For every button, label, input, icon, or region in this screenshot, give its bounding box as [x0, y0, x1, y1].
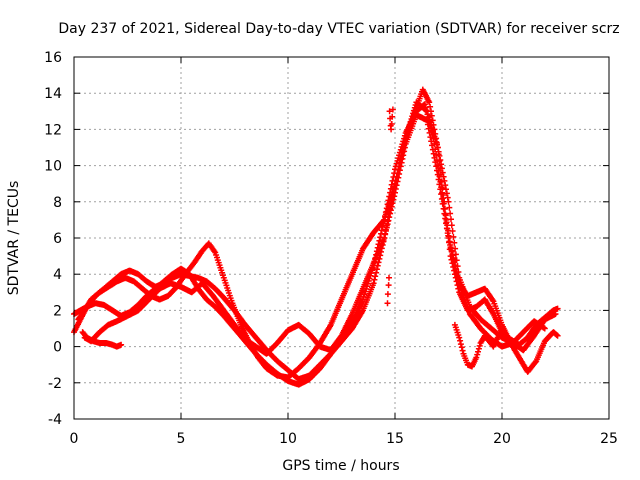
y-tick-label: 6 [53, 231, 62, 247]
series-track-f [384, 106, 396, 307]
series-track-g [451, 321, 510, 370]
x-tick-label: 10 [279, 431, 297, 447]
y-tick-label: 14 [44, 86, 62, 102]
grid [74, 57, 609, 419]
y-tick-label: 2 [53, 303, 62, 319]
series-track-e [79, 329, 125, 350]
y-tick-label: -2 [48, 376, 62, 392]
plot-frame [73, 56, 610, 420]
x-tick-label: 5 [177, 431, 186, 447]
y-tick-label: 0 [53, 340, 62, 356]
point-markers [451, 321, 510, 370]
x-tick-label: 20 [493, 431, 511, 447]
axis-ticks: 0 5 10 15 20 25 -4 -2 0 2 4 6 8 10 12 14 16 [44, 50, 618, 447]
data-points [71, 86, 561, 388]
x-axis-label: GPS time / hours [282, 458, 399, 474]
point-markers [79, 329, 125, 350]
x-tick-label: 0 [70, 431, 79, 447]
x-tick-label: 25 [600, 431, 618, 447]
point-markers [384, 106, 396, 307]
chart-title: Day 237 of 2021, Sidereal Day-to-day VTE… [58, 21, 619, 37]
y-tick-label: -4 [48, 412, 62, 428]
y-axis-label: SDTVAR / TECUs [6, 181, 22, 296]
y-tick-label: 4 [53, 267, 62, 283]
y-tick-label: 16 [44, 50, 62, 66]
y-tick-label: 8 [53, 195, 62, 211]
x-tick-label: 15 [386, 431, 404, 447]
y-tick-label: 10 [44, 159, 62, 175]
y-tick-label: 12 [44, 122, 62, 138]
